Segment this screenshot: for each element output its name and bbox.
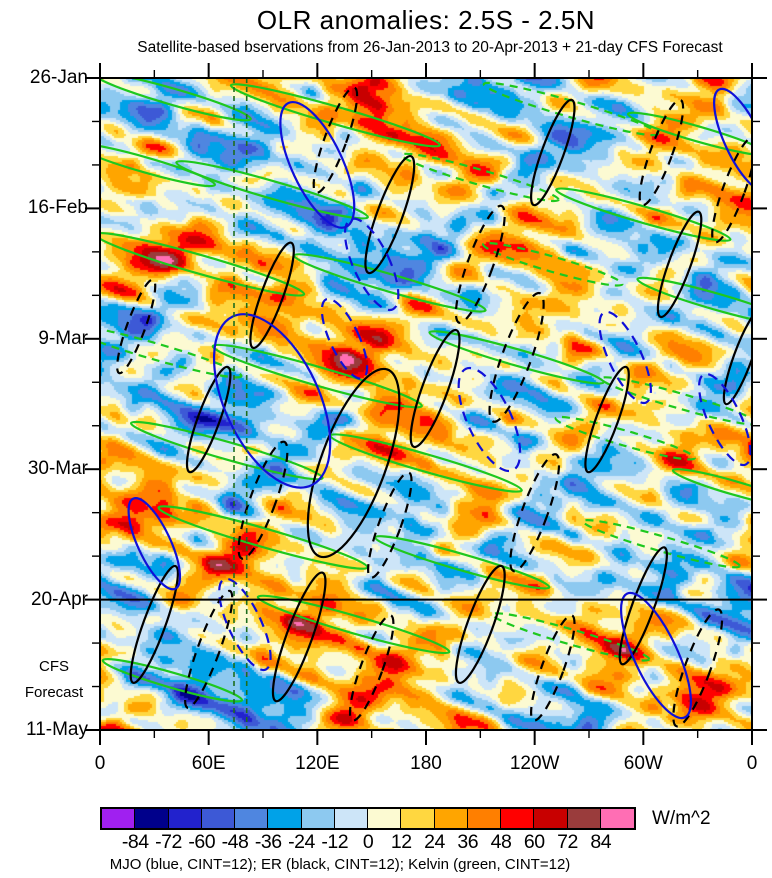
er-wave-solid-contour xyxy=(584,365,630,474)
kelvin-wave-dashed-contour xyxy=(400,152,560,203)
er-wave-dashed-contour xyxy=(509,453,561,573)
mjo-wave-dashed-contour xyxy=(218,577,272,672)
er-wave-solid-contour xyxy=(454,564,506,685)
kelvin-wave-dashed-contour xyxy=(600,376,752,426)
colorbar-tick-label: 60 xyxy=(523,831,545,853)
colorbar-segment xyxy=(135,809,169,828)
x-tick-label: 60E xyxy=(191,753,226,774)
er-wave-solid-contour xyxy=(722,309,752,406)
colorbar-segment xyxy=(334,809,368,828)
y-tick-label: 9-Mar xyxy=(38,327,88,349)
colorbar-tick-label: 12 xyxy=(390,831,412,853)
kelvin-wave-solid-contour xyxy=(555,187,732,242)
colorbar-segment xyxy=(501,809,535,828)
kelvin-wave-solid-contour xyxy=(100,231,306,297)
kelvin-wave-dashed-contour xyxy=(554,415,696,461)
y-tick-label: 11-May xyxy=(26,719,88,740)
colorbar-tick-label: -12 xyxy=(321,831,349,853)
kelvin-wave-solid-contour xyxy=(636,276,752,327)
colorbar xyxy=(100,807,636,830)
cfs-forecast-label-line1: CFS xyxy=(39,658,69,675)
x-tick-label: 180 xyxy=(410,753,442,774)
colorbar-segment xyxy=(102,809,136,828)
colorbar-segment xyxy=(567,809,601,828)
kelvin-wave-solid-contour xyxy=(626,111,752,157)
colorbar-segment xyxy=(268,809,302,828)
kelvin-wave-solid-contour xyxy=(428,330,605,385)
mjo-wave-dashed-contour xyxy=(457,366,522,473)
colorbar-tick-label: -36 xyxy=(254,831,282,853)
x-tick-label: 0 xyxy=(746,753,758,774)
er-wave-dashed-contour xyxy=(367,471,413,579)
er-wave-dashed-contour xyxy=(454,204,506,324)
er-wave-solid-contour xyxy=(656,210,703,319)
mjo-wave-solid-contour xyxy=(212,313,332,489)
colorbar-segment xyxy=(600,809,634,828)
er-wave-dashed-contour xyxy=(116,278,157,375)
kelvin-wave-solid-contour xyxy=(129,420,324,481)
contour-legend-caption: MJO (blue, CINT=12); ER (black, CINT=12)… xyxy=(109,856,571,873)
colorbar-tick-label: 84 xyxy=(590,831,612,853)
colorbar-segment xyxy=(467,809,501,828)
colorbar-tick-label: 24 xyxy=(424,831,445,853)
colorbar-segment xyxy=(235,809,269,828)
colorbar-segment xyxy=(534,809,568,828)
colorbar-tick-label: -24 xyxy=(288,831,315,853)
colorbar-segment xyxy=(401,809,435,828)
er-wave-solid-contour xyxy=(409,328,461,449)
kelvin-wave-solid-contour xyxy=(157,505,369,570)
wave-contour-overlay xyxy=(100,78,752,730)
kelvin-wave-dashed-contour xyxy=(581,519,741,569)
colorbar-tick-label: -72 xyxy=(155,831,182,853)
colorbar-segment xyxy=(168,809,202,828)
kelvin-wave-solid-contour xyxy=(671,468,752,508)
kelvin-wave-solid-contour xyxy=(175,160,369,220)
colorbar-segment xyxy=(368,809,402,828)
er-wave-dashed-contour xyxy=(530,614,576,722)
er-wave-dashed-contour xyxy=(348,614,395,722)
colorbar-segment xyxy=(434,809,468,828)
y-tick-label: 26-Jan xyxy=(29,67,88,88)
x-tick-label: 60W xyxy=(623,753,663,774)
chart-subtitle: Satellite-based bservations from 26-Jan-… xyxy=(137,39,723,56)
x-tick-label: 120E xyxy=(295,753,340,774)
colorbar-tick-label: -60 xyxy=(188,831,216,853)
colorbar-tick-label: 0 xyxy=(362,831,374,853)
er-wave-solid-contour xyxy=(530,98,576,207)
x-tick-label: 0 xyxy=(94,753,106,774)
er-wave-dashed-contour xyxy=(672,608,724,728)
kelvin-wave-dashed-contour xyxy=(100,323,243,379)
er-wave-solid-contour xyxy=(271,571,327,703)
x-tick-label: 120W xyxy=(509,753,560,774)
colorbar-segment xyxy=(301,809,335,828)
kelvin-wave-dashed-contour xyxy=(482,241,624,287)
y-tick-label: 30-Mar xyxy=(27,458,88,480)
kelvin-wave-solid-contour xyxy=(100,142,217,188)
y-tick-label: 20-Apr xyxy=(30,588,88,610)
colorbar-tick-label: 48 xyxy=(490,831,512,853)
cfs-forecast-label-line2: Forecast xyxy=(24,684,84,701)
mjo-wave-solid-contour xyxy=(713,87,752,193)
colorbar-tick-label: -48 xyxy=(221,831,249,853)
colorbar-tick-label: 36 xyxy=(457,831,479,853)
er-wave-dashed-contour xyxy=(237,440,289,560)
kelvin-wave-solid-contour xyxy=(101,657,244,703)
y-tick-label: 16-Feb xyxy=(27,197,88,219)
colorbar-tick-label: -84 xyxy=(121,831,149,853)
colorbar-segment xyxy=(201,809,235,828)
colorbar-units-label: W/m^2 xyxy=(652,808,711,829)
colorbar-tick-label: 72 xyxy=(557,831,578,853)
chart-title: OLR anomalies: 2.5S - 2.5N xyxy=(256,5,596,35)
mjo-wave-dashed-contour xyxy=(320,297,369,380)
